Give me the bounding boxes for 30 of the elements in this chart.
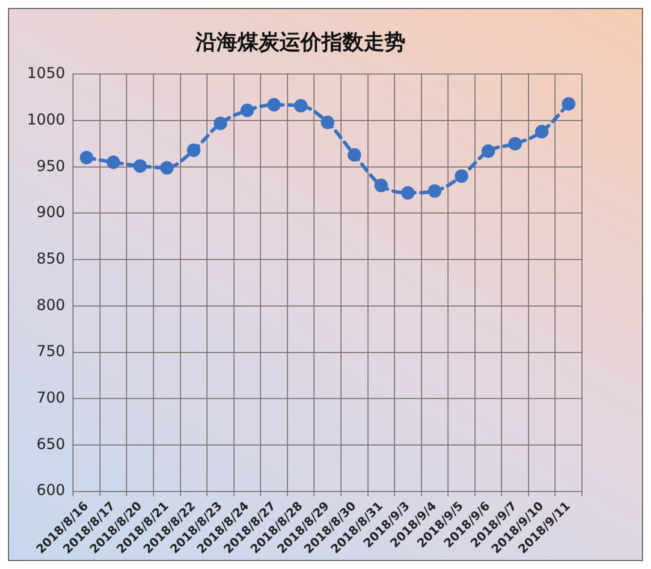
point (562, 97, 576, 111)
point (186, 143, 200, 157)
point (160, 161, 174, 175)
chart-title: 沿海煤炭运价指数走势 (194, 30, 406, 54)
y-tick-label: 1000 (26, 110, 66, 128)
point (267, 98, 281, 112)
point (535, 124, 549, 138)
y-tick-label: 600 (36, 481, 66, 500)
y-tick-label: 950 (36, 156, 66, 175)
point (454, 169, 468, 183)
point (80, 150, 94, 164)
point (508, 136, 522, 150)
point (294, 98, 308, 112)
point (133, 159, 147, 173)
point (240, 104, 254, 118)
point (374, 178, 388, 192)
y-tick-label: 900 (36, 203, 66, 222)
point (428, 184, 442, 198)
point (348, 148, 362, 162)
y-tick-label: 650 (36, 434, 66, 453)
point (482, 144, 496, 158)
y-tick-label: 800 (36, 296, 66, 314)
point (320, 116, 334, 130)
point (214, 116, 228, 130)
y-tick-label: 850 (36, 249, 66, 268)
point (401, 186, 415, 200)
y-tick-label: 700 (36, 388, 66, 406)
y-tick-label: 750 (36, 342, 66, 360)
point (106, 156, 120, 170)
y-tick-label: 1050 (26, 64, 66, 82)
